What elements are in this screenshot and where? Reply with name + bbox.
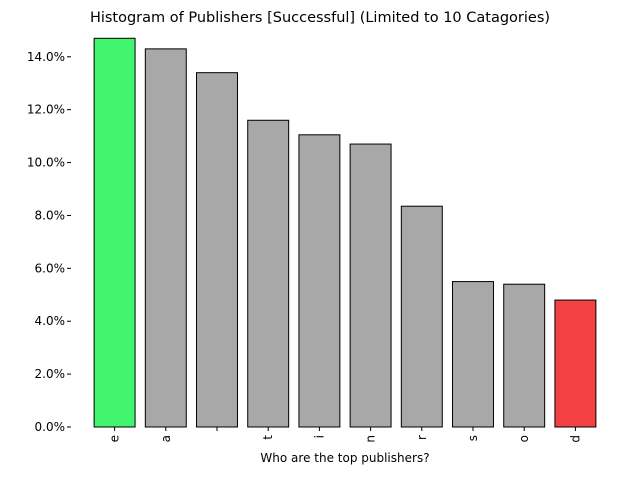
bar <box>503 283 546 428</box>
x-tick-label: d <box>568 435 582 443</box>
bar <box>554 299 597 428</box>
x-axis-label: Who are the top publishers? <box>260 451 429 465</box>
y-tick-label: 12.0% <box>27 103 65 117</box>
bar <box>452 281 494 428</box>
bar <box>247 119 290 428</box>
x-tick-label: s <box>466 435 480 441</box>
y-tick-label: 0.0% <box>35 420 66 434</box>
bar <box>298 134 341 428</box>
bar <box>196 72 238 428</box>
x-tick-label: t <box>261 435 275 440</box>
bars <box>93 37 597 428</box>
bar <box>349 143 392 428</box>
x-tick-label: e <box>108 435 122 442</box>
y-tick-label: 2.0% <box>35 367 66 381</box>
x-tick-label: n <box>364 435 378 443</box>
x-tick-label: a <box>159 435 173 442</box>
bar <box>93 37 136 428</box>
x-tick-label: o <box>517 435 531 442</box>
y-tick-label: 14.0% <box>27 50 65 64</box>
x-tick-label: i <box>312 435 326 438</box>
y-axis: 0.0% 2.0% 4.0% 6.0% 8.0% 10.0% 12.0% 14.0% <box>27 50 71 434</box>
bar <box>144 48 187 428</box>
y-tick-label: 4.0% <box>35 314 66 328</box>
chart-title: Histogram of Publishers [Successful] (Li… <box>90 10 550 26</box>
y-tick-label: 10.0% <box>27 156 65 170</box>
x-tick-label: r <box>415 435 429 440</box>
y-tick-label: 6.0% <box>35 261 66 275</box>
bar <box>400 205 443 428</box>
y-tick-label: 8.0% <box>35 208 66 222</box>
